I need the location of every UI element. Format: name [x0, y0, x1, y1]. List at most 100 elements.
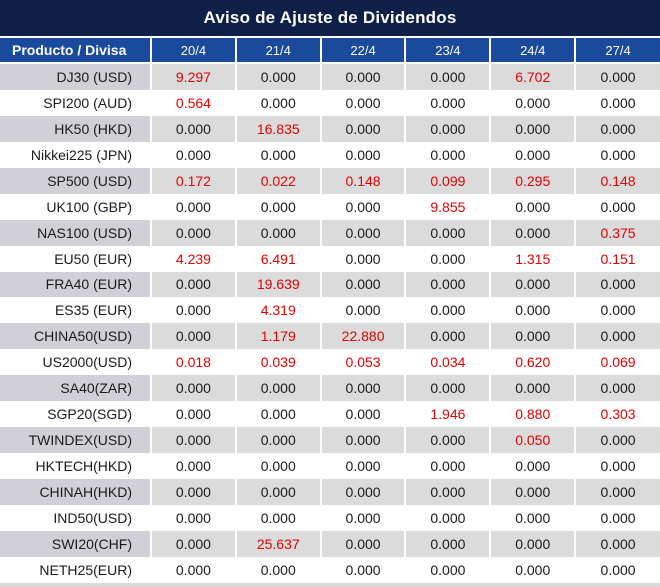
dividend-value: 0.000: [320, 89, 407, 116]
product-label: UK100 (GBP): [0, 193, 152, 220]
dividend-value: 0.000: [235, 556, 322, 583]
dividend-value: 0.303: [575, 401, 660, 428]
dividend-value: 0.000: [320, 271, 407, 298]
dividend-value: 0.172: [151, 167, 237, 194]
dividend-value: 0.000: [405, 323, 492, 350]
dividend-value: 0.000: [575, 479, 660, 505]
dividend-value: 0.000: [575, 89, 660, 116]
dividend-value: 0.000: [490, 141, 577, 168]
dividend-value: 0.000: [575, 271, 660, 298]
dividend-value: 0.000: [235, 453, 322, 479]
dividend-value: 0.000: [151, 141, 237, 168]
product-label: SA40(ZAR): [0, 375, 152, 402]
dividend-value: 0.000: [320, 530, 407, 557]
dividend-value: 0.000: [575, 297, 660, 324]
dividend-value: 0.295: [490, 167, 577, 194]
product-label: SGP20(SGD): [0, 401, 152, 428]
dividend-value: 0.018: [151, 349, 237, 376]
table-row: IND50(USD) 0.000 0.000 0.000 0.000 0.000 0.000: [0, 504, 660, 531]
dividend-value: 1.179: [235, 323, 322, 350]
dividend-value: 0.034: [405, 349, 492, 376]
dividend-value: 4.239: [151, 245, 237, 272]
dividend-value: 0.000: [235, 504, 322, 531]
column-header-product: Producto / Divisa: [0, 38, 152, 64]
table-row: HKTECH(HKD) 0.000 0.000 0.000 0.000 0.000 0.00…: [0, 453, 660, 479]
dividend-value: 0.000: [490, 453, 577, 479]
dividend-value: 1.315: [490, 245, 577, 272]
dividend-value: 0.000: [490, 193, 577, 220]
table-row: SGP20(SGD) 0.000 0.000 0.000 1.946 0.880 0.303: [0, 401, 660, 428]
product-label: SWI20(CHF): [0, 530, 152, 557]
dividend-value: 0.000: [151, 375, 237, 402]
table-row: CHINAH(HKD) 0.000 0.000 0.000 0.000 0.000 0.00…: [0, 479, 660, 505]
product-label: Nikkei225 (JPN): [0, 141, 152, 168]
dividend-value: 4.319: [235, 297, 322, 324]
dividend-value: 0.000: [575, 375, 660, 402]
table-row: NETH25(EUR) 0.000 0.000 0.000 0.000 0.000 0.00…: [0, 556, 660, 583]
dividend-value: 0.148: [575, 167, 660, 194]
dividend-value: 0.000: [490, 556, 577, 583]
dividend-value: 0.000: [405, 504, 492, 531]
product-label: FRA40 (EUR): [0, 271, 152, 298]
header-row: Producto / Divisa 20/4 21/4 22/4 23/4 24/4 27/…: [0, 38, 660, 64]
column-header-date: 22/4: [320, 38, 407, 64]
table-row: Nikkei225 (JPN) 0.000 0.000 0.000 0.000 0.000…: [0, 141, 660, 168]
dividend-value: 0.000: [320, 453, 407, 479]
dividend-value: 0.000: [405, 245, 492, 272]
column-header-date: 20/4: [151, 38, 237, 64]
dividend-value: 0.151: [575, 245, 660, 272]
table-row: TWINDEX(USD) 0.000 0.000 0.000 0.000 0.050 0.0…: [0, 427, 660, 454]
dividend-value: 9.855: [405, 193, 492, 220]
product-label: SPI200 (AUD): [0, 89, 152, 116]
dividend-value: 19.639: [235, 271, 322, 298]
dividend-value: 1.946: [405, 401, 492, 428]
dividend-value: 0.000: [405, 479, 492, 505]
dividend-value: 0.000: [320, 115, 407, 142]
dividend-value: 0.620: [490, 349, 577, 376]
dividend-value: 0.000: [405, 297, 492, 324]
dividend-value: 0.000: [320, 63, 407, 90]
dividend-value: 0.000: [235, 193, 322, 220]
table-row: HK50 (HKD) 0.000 16.835 0.000 0.000 0.000 0.00…: [0, 115, 660, 142]
dividend-value: 0.000: [151, 219, 237, 246]
product-label: HK50 (HKD): [0, 115, 152, 142]
table-row: EU50 (EUR) 4.239 6.491 0.000 0.000 1.315 0.151: [0, 245, 660, 272]
dividend-value: 0.000: [151, 530, 237, 557]
dividend-value: 0.000: [320, 427, 407, 454]
dividend-value: 0.000: [151, 115, 237, 142]
bottom-divider: [0, 582, 660, 587]
table-row: SWI20(CHF) 0.000 25.637 0.000 0.000 0.000 0.00…: [0, 530, 660, 557]
dividend-value: 0.000: [575, 323, 660, 350]
dividend-value: 0.000: [151, 401, 237, 428]
dividend-value: 0.000: [490, 323, 577, 350]
dividend-value: 0.000: [490, 479, 577, 505]
dividend-value: 0.000: [235, 219, 322, 246]
dividend-value: 0.000: [320, 193, 407, 220]
dividend-value: 0.000: [151, 504, 237, 531]
dividend-value: 0.000: [490, 530, 577, 557]
dividend-value: 0.000: [490, 219, 577, 246]
dividend-value: 0.000: [235, 401, 322, 428]
dividend-value: 0.000: [490, 297, 577, 324]
table-row: DJ30 (USD) 9.297 0.000 0.000 0.000 6.702 0.000: [0, 63, 660, 90]
dividend-value: 0.000: [235, 375, 322, 402]
dividend-value: 0.000: [235, 141, 322, 168]
product-label: US2000(USD): [0, 349, 152, 376]
column-header-date: 21/4: [235, 38, 322, 64]
dividend-value: 0.000: [575, 63, 660, 90]
dividend-value: 0.000: [575, 556, 660, 583]
dividend-value: 0.000: [320, 375, 407, 402]
dividend-value: 0.000: [405, 89, 492, 116]
dividend-value: 0.000: [490, 115, 577, 142]
table-row: UK100 (GBP) 0.000 0.000 0.000 9.855 0.000 0.00…: [0, 193, 660, 220]
dividend-value: 6.702: [490, 63, 577, 90]
table-row: US2000(USD) 0.018 0.039 0.053 0.034 0.620 0.06…: [0, 349, 660, 376]
dividend-value: 0.000: [575, 193, 660, 220]
table-row: CHINA50(USD) 0.000 1.179 22.880 0.000 0.000 0.…: [0, 323, 660, 350]
dividend-value: 0.000: [151, 323, 237, 350]
dividend-value: 0.000: [235, 63, 322, 90]
product-label: HKTECH(HKD): [0, 453, 152, 479]
dividend-value: 0.000: [405, 219, 492, 246]
dividend-value: 0.000: [575, 427, 660, 454]
dividend-value: 0.000: [575, 504, 660, 531]
